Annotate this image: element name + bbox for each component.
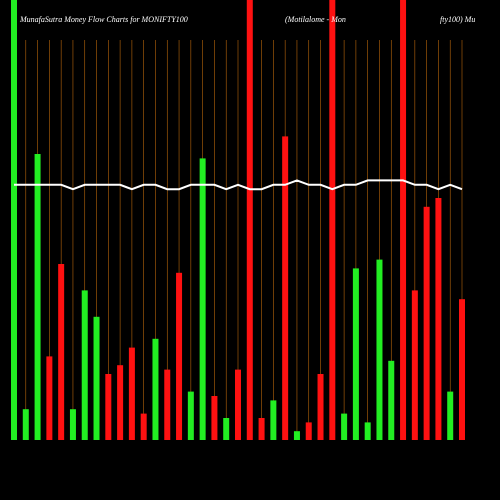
bar [329,0,336,440]
bar [282,136,289,440]
bar [187,391,194,440]
bar [246,0,253,440]
bar [270,400,277,440]
bar [341,413,348,440]
bar [11,0,17,440]
bar [317,374,324,440]
bar [388,360,395,440]
bar [235,369,241,440]
bar [411,290,418,440]
bar [117,365,124,440]
bar [105,374,112,440]
bar [352,268,359,440]
bar [22,409,29,440]
bar [164,369,171,440]
bar [140,413,147,440]
bar [128,347,135,440]
bar [364,422,371,440]
bar [447,391,454,440]
bar [400,0,407,440]
bar [423,206,430,440]
bar [152,338,159,440]
chart-subtitle: (Motilalome - Mon [285,15,346,24]
bar [211,396,218,440]
bar [176,272,183,440]
bar [34,154,41,440]
bar [93,316,100,440]
money-flow-line [14,179,463,191]
bar [305,422,312,440]
bar [199,158,206,440]
bar [435,198,442,440]
chart-title: MunafaSutra Money Flow Charts for MONIFT… [19,15,188,24]
bar [459,299,465,440]
bar [223,418,230,440]
chart-subtitle-continued: fty100) Mu [440,15,475,24]
bar [293,431,300,440]
bar [376,259,383,440]
bar [258,418,265,440]
bar [58,264,65,440]
bar [46,356,53,440]
bar [81,290,88,440]
bar [69,409,76,440]
